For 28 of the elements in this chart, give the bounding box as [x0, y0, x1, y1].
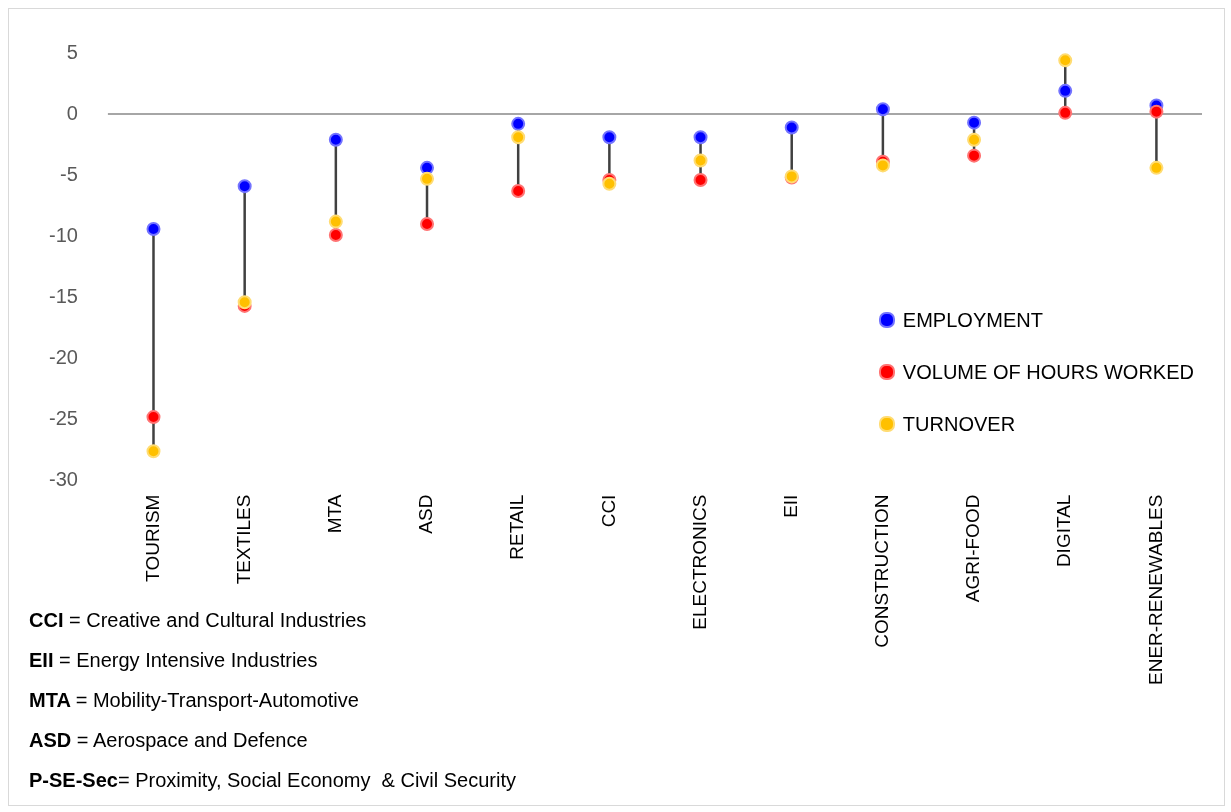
x-tick-label: CONSTRUCTION: [871, 494, 893, 648]
x-tick-label: CCI: [597, 494, 619, 528]
legend-label: TURNOVER: [902, 412, 1016, 436]
text: EII = Energy Intensive Industries: [29, 649, 318, 671]
legend-label: EMPLOYMENT: [902, 308, 1043, 332]
y-tick-label: -25: [49, 407, 78, 430]
text: MTA = Mobility-Transport-Automotive: [29, 689, 359, 711]
x-tick-label: ELECTRONICS: [688, 494, 710, 630]
text: CCI = Creative and Cultural Industries: [29, 609, 367, 631]
y-tick-label: -10: [49, 223, 78, 246]
y-tick-label: 0: [66, 101, 78, 124]
x-tick-label: TOURISM: [141, 494, 163, 582]
x-tick-label: EII: [779, 494, 801, 518]
x-tick-label: AGRI-FOOD: [962, 494, 984, 603]
x-tick-label: MTA: [324, 494, 346, 534]
x-tick-label: DIGITAL: [1053, 494, 1075, 568]
y-tick-label: -15: [49, 284, 78, 307]
x-tick-label: RETAIL: [506, 494, 528, 560]
legend-label: VOLUME OF HOURS WORKED: [902, 360, 1194, 384]
x-tick-label: ENER-RENEWABLES: [1144, 494, 1166, 685]
x-tick-label: TEXTILES: [232, 494, 254, 585]
y-tick-label: -30: [49, 468, 78, 491]
y-tick-label: -5: [60, 162, 78, 185]
y-tick-label: 5: [66, 40, 78, 63]
text: ASD = Aerospace and Defence: [29, 729, 308, 751]
text: P-SE-Sec= Proximity, Social Economy & Civil Security: [29, 769, 517, 791]
x-tick-label: ASD: [415, 494, 437, 534]
y-tick-label: -20: [49, 345, 78, 368]
